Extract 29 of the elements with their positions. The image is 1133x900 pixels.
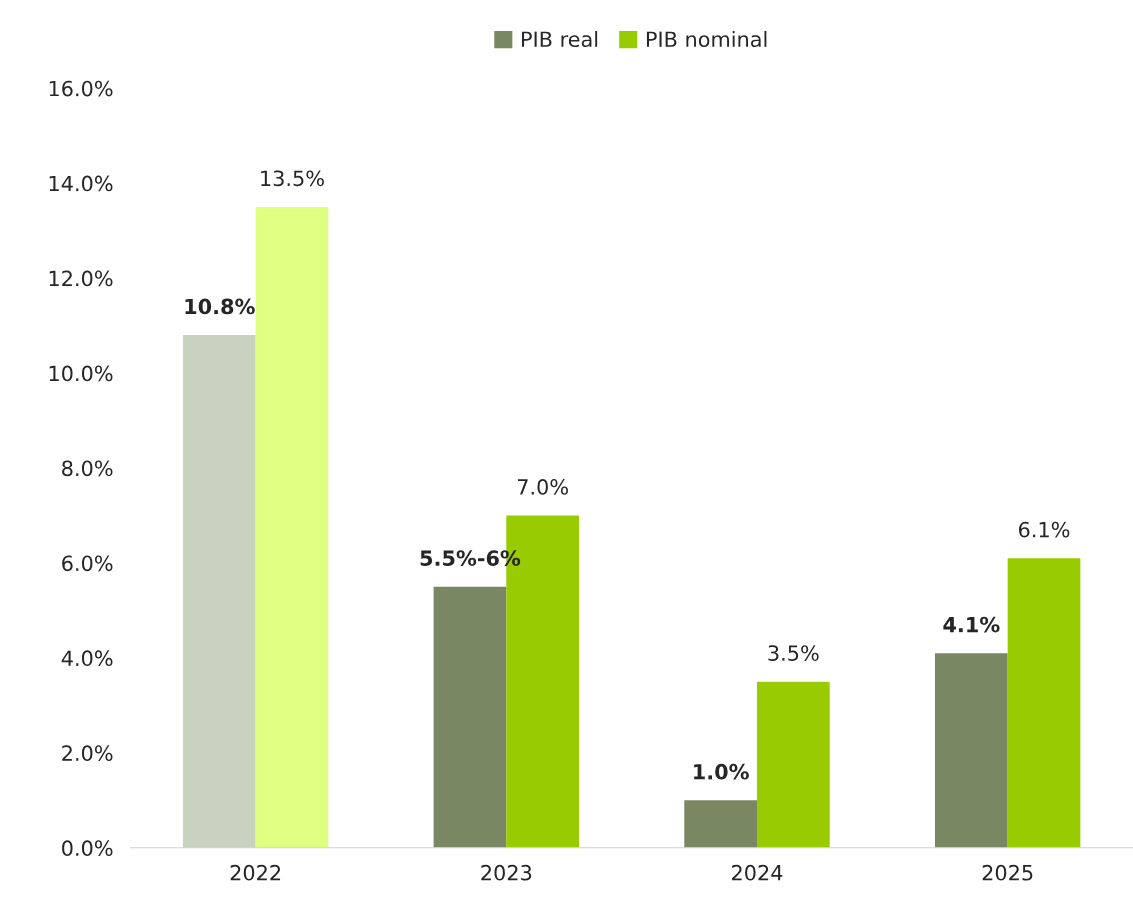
bar [182,335,256,848]
y-tick-label: 10.0% [49,365,113,382]
y-tick-label: 8.0% [62,460,113,477]
data-label: 3.5% [768,645,819,661]
legend-label: PIB real [522,30,598,48]
data-label: 1.0% [694,763,749,780]
data-label: 13.5% [261,170,324,187]
bar [684,800,757,848]
y-tick-label: 4.0% [61,650,113,667]
x-tick-label: 2022 [230,864,281,881]
x-tick-label: 2025 [982,864,1033,881]
legend-label: PIB nominal [646,30,767,48]
y-tick-label: 2.0% [62,745,113,762]
y-tick-label: 14.0% [49,175,113,192]
x-tick-label: 2024 [732,864,783,881]
data-label: 7.0% [517,479,568,495]
y-tick-label: 6.0% [62,555,113,572]
bar [756,681,830,848]
y-tick-label: 12.0% [49,270,113,287]
bar [255,206,329,848]
bar [1007,558,1081,848]
y-tick-label: 16.0% [49,80,113,97]
data-label: 6.1% [1019,521,1070,538]
bar [433,586,507,848]
data-label: 4.1% [943,616,1000,633]
y-tick-label: 0.0% [62,840,113,857]
bar [934,653,1008,848]
data-label: 10.8% [185,298,255,315]
x-tick-label: 2023 [481,864,532,881]
